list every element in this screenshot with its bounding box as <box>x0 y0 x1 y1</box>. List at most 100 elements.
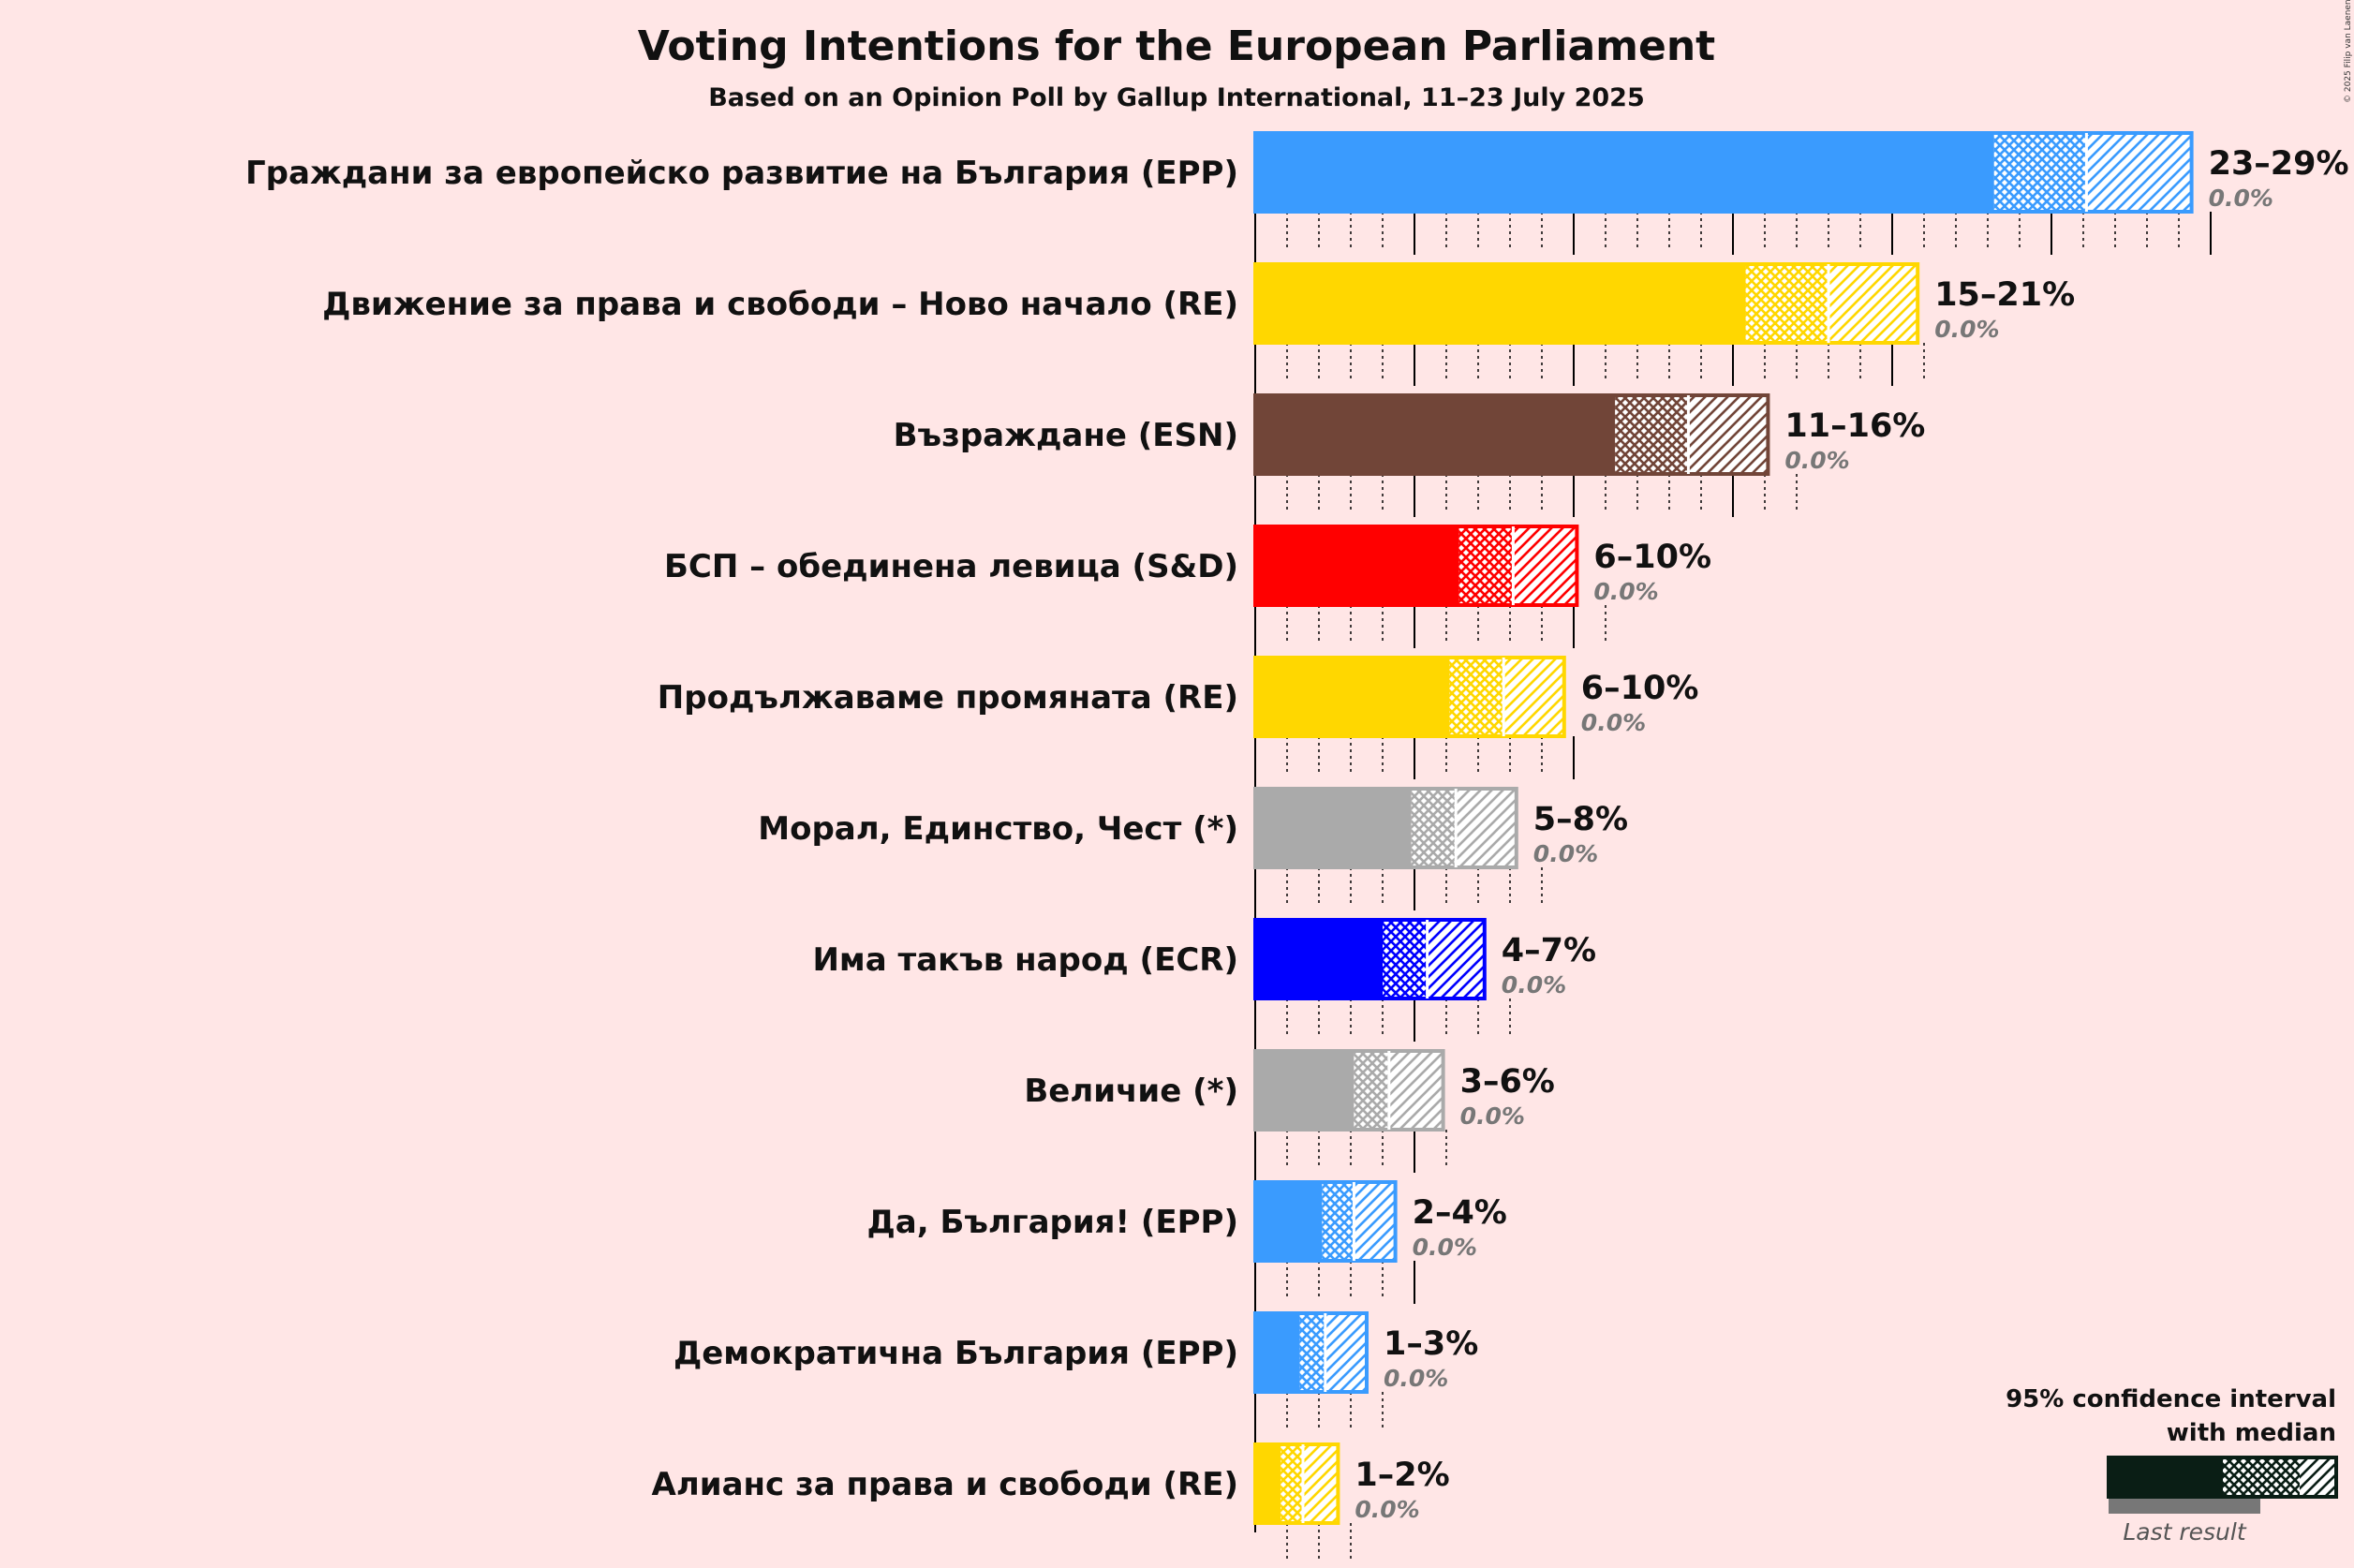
range-label: 1–2% <box>1355 1457 1449 1494</box>
last-result-label: 0.0% <box>1784 447 1849 474</box>
range-label: 3–6% <box>1460 1063 1555 1101</box>
party-row: Има такъв народ (ECR) 4–7%0.0% <box>812 918 1596 1000</box>
bar-ci-lower <box>1383 920 1428 998</box>
bar-ci-lower <box>1745 264 1828 343</box>
bar-outline <box>1253 787 1518 869</box>
bar-outline <box>1253 1049 1445 1132</box>
bar-outline <box>1253 262 1920 345</box>
bar-solid <box>1255 264 1746 343</box>
range-label: 6–10% <box>1593 539 1711 576</box>
bars: Граждани за европейско развитие на Бълга… <box>245 131 2349 1525</box>
bar-ci-lower <box>1281 1444 1303 1523</box>
range-label: 2–4% <box>1413 1194 1507 1232</box>
bar-solid <box>1255 395 1616 474</box>
party-label: Движение за права и свободи – Ново начал… <box>322 286 1238 323</box>
last-result-label: 0.0% <box>1581 709 1646 736</box>
party-label: БСП – обединена левица (S&D) <box>664 548 1238 585</box>
bar-ci-upper <box>1828 264 1918 343</box>
bar-ci-lower <box>1354 1051 1389 1130</box>
party-row: Морал, Единство, Чест (*) 5–8%0.0% <box>758 787 1628 869</box>
legend-ci-upper <box>2300 1457 2336 1497</box>
party-row: Движение за права и свободи – Ново начал… <box>322 262 2075 345</box>
bar-solid <box>1255 1182 1323 1261</box>
range-label: 15–21% <box>1934 276 2075 314</box>
range-label: 1–3% <box>1384 1325 1478 1363</box>
last-result-label: 0.0% <box>1593 578 1658 605</box>
legend-last-result-label: Last result <box>2123 1518 2246 1546</box>
last-result-label: 0.0% <box>1413 1234 1477 1261</box>
legend-last-result-bar <box>2109 1499 2260 1514</box>
party-label: Възраждане (ESN) <box>894 417 1238 454</box>
bar-outline <box>1253 393 1770 476</box>
bar-ci-lower <box>1993 133 2087 212</box>
bar-ci-upper <box>1503 658 1564 736</box>
bar-solid <box>1255 133 1994 212</box>
bar-ci-upper <box>2086 133 2192 212</box>
bar-ci-lower <box>1615 395 1689 474</box>
bar-solid <box>1255 658 1450 736</box>
bar-outline <box>1253 1311 1369 1394</box>
bar-outline <box>1253 918 1487 1000</box>
bar-ci-upper <box>1688 395 1769 474</box>
party-row: БСП – обединена левица (S&D) 6–10%0.0% <box>664 525 1711 607</box>
party-row: Възраждане (ESN) 11–16%0.0% <box>894 393 1925 476</box>
bar-ci-upper <box>1388 1051 1443 1130</box>
party-label: Граждани за европейско развитие на Бълга… <box>245 155 1238 192</box>
party-row: Алианс за права и свободи (RE) 1–2%0.0% <box>652 1442 1450 1525</box>
last-result-label: 0.0% <box>1934 316 1999 343</box>
bar-outline <box>1253 525 1579 607</box>
range-label: 11–16% <box>1784 407 1925 445</box>
range-label: 23–29% <box>2209 145 2349 183</box>
bar-outline <box>1253 131 2194 214</box>
bar-ci-lower <box>1322 1182 1355 1261</box>
bar-ci-upper <box>1456 789 1517 867</box>
party-label: Морал, Единство, Чест (*) <box>758 810 1238 848</box>
bar-solid <box>1255 1051 1355 1130</box>
range-label: 6–10% <box>1581 670 1699 707</box>
bar-outline <box>1253 656 1566 738</box>
last-result-label: 0.0% <box>2209 185 2273 212</box>
range-label: 5–8% <box>1533 801 1628 838</box>
legend-ci-lower <box>2223 1457 2300 1497</box>
party-row: Граждани за европейско развитие на Бълга… <box>245 131 2349 214</box>
copyright-notice: © 2025 Filip van Laenen <box>2344 0 2353 103</box>
range-label: 4–7% <box>1502 932 1596 969</box>
bar-ci-lower <box>1458 526 1514 605</box>
party-label: Продължаваме промяната (RE) <box>658 679 1238 717</box>
bar-ci-lower <box>1411 789 1457 867</box>
bar-solid <box>1255 1313 1300 1392</box>
last-result-label: 0.0% <box>1533 840 1598 867</box>
bar-outline <box>1253 1180 1398 1263</box>
party-row: Величие (*) 3–6%0.0% <box>1024 1049 1555 1132</box>
bar-ci-lower <box>1299 1313 1325 1392</box>
last-result-label: 0.0% <box>1355 1496 1419 1523</box>
bar-ci-upper <box>1303 1444 1339 1523</box>
chart-subtitle: Based on an Opinion Poll by Gallup Inter… <box>708 83 1645 112</box>
bar-outline <box>1253 1442 1340 1525</box>
bar-ci-upper <box>1513 526 1577 605</box>
party-label: Алианс за права и свободи (RE) <box>652 1466 1238 1503</box>
bar-solid <box>1255 789 1412 867</box>
party-row: Продължаваме промяната (RE) 6–10%0.0% <box>658 656 1699 738</box>
bar-ci-upper <box>1427 920 1485 998</box>
last-result-label: 0.0% <box>1460 1102 1525 1130</box>
legend: 95% confidence interval with median Last r… <box>2006 1385 2338 1546</box>
party-row: Да, България! (EPP) 2–4%0.0% <box>866 1180 1507 1263</box>
legend-solid <box>2109 1457 2223 1497</box>
legend-outline <box>2107 1456 2338 1499</box>
chart-title: Voting Intentions for the European Parli… <box>638 22 1715 70</box>
last-result-label: 0.0% <box>1384 1365 1448 1392</box>
bar-ci-lower <box>1449 658 1504 736</box>
legend-title: 95% confidence interval <box>2006 1385 2336 1413</box>
party-label: Величие (*) <box>1024 1072 1238 1110</box>
bar-ci-upper <box>1325 1313 1367 1392</box>
party-label: Да, България! (EPP) <box>866 1204 1238 1241</box>
bar-solid <box>1255 526 1459 605</box>
bar-solid <box>1255 920 1383 998</box>
legend-subtitle: with median <box>2167 1419 2336 1447</box>
party-label: Има такъв народ (ECR) <box>812 941 1238 979</box>
last-result-label: 0.0% <box>1502 971 1566 998</box>
bar-ci-upper <box>1354 1182 1396 1261</box>
bar-solid <box>1255 1444 1281 1523</box>
